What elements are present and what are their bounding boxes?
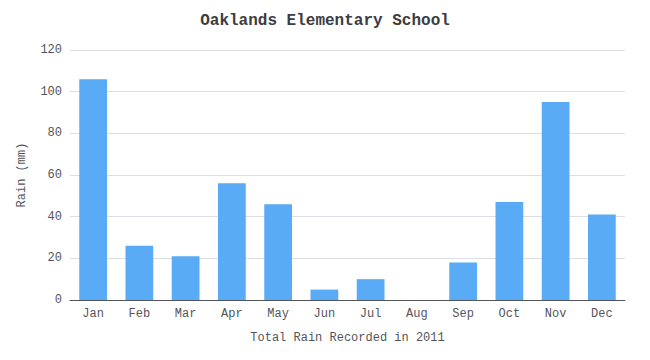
svg-text:Apr: Apr	[221, 307, 243, 321]
svg-text:20: 20	[48, 251, 62, 265]
svg-text:Rain (mm): Rain (mm)	[15, 143, 29, 208]
svg-text:Aug: Aug	[406, 307, 428, 321]
svg-text:60: 60	[48, 168, 62, 182]
svg-text:Feb: Feb	[129, 307, 151, 321]
svg-text:100: 100	[40, 85, 62, 99]
svg-text:80: 80	[48, 126, 62, 140]
svg-text:May: May	[267, 307, 289, 321]
svg-text:Jul: Jul	[360, 307, 382, 321]
svg-text:Nov: Nov	[545, 307, 567, 321]
svg-text:Total Rain Recorded in 2011: Total Rain Recorded in 2011	[250, 331, 444, 345]
svg-text:Jun: Jun	[314, 307, 336, 321]
svg-text:Dec: Dec	[591, 307, 613, 321]
svg-text:Mar: Mar	[175, 307, 197, 321]
svg-text:Sep: Sep	[452, 307, 474, 321]
svg-text:Oaklands Elementary School: Oaklands Elementary School	[200, 12, 450, 30]
svg-text:40: 40	[48, 210, 62, 224]
svg-text:0: 0	[55, 293, 62, 307]
svg-text:Jan: Jan	[82, 307, 104, 321]
svg-text:120: 120	[40, 43, 62, 57]
svg-text:Oct: Oct	[499, 307, 521, 321]
